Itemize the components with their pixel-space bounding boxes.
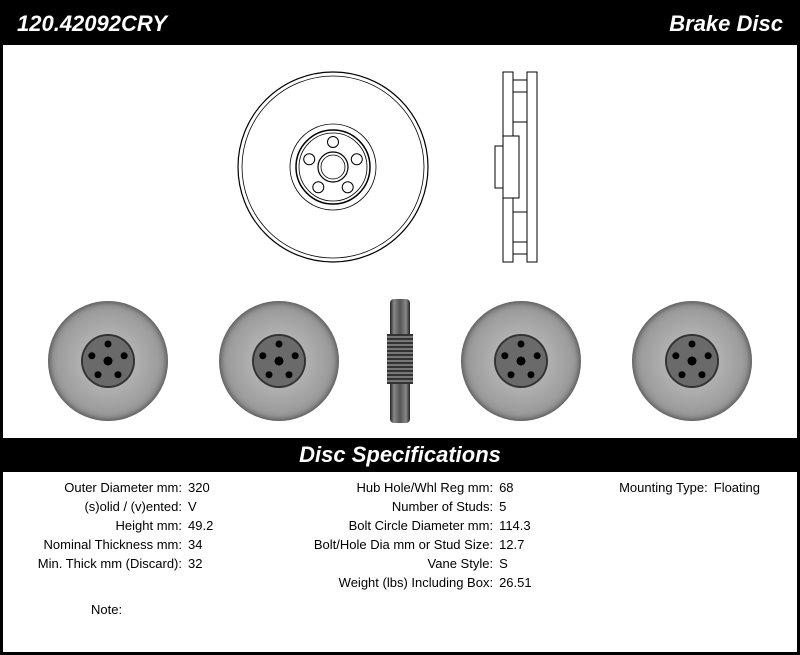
spec-value: 32 — [188, 554, 202, 573]
spec-row: Hub Hole/Whl Reg mm:68 — [256, 478, 559, 497]
spec-banner: Disc Specifications — [3, 438, 797, 472]
spec-label: Mounting Type: — [559, 478, 714, 497]
spec-row: Vane Style:S — [256, 554, 559, 573]
spec-value: 114.3 — [499, 516, 531, 535]
disc-photo-front-2 — [219, 301, 339, 421]
stud-hole — [95, 371, 102, 378]
spec-label: Weight (lbs) Including Box: — [256, 573, 499, 592]
stud-hole — [698, 371, 705, 378]
stud-hole — [704, 352, 711, 359]
spec-row: (s)olid / (v)ented:V — [3, 497, 256, 516]
stud-hole — [672, 352, 679, 359]
stud-hole — [260, 352, 267, 359]
spec-row: Outer Diameter mm:320 — [3, 478, 256, 497]
stud-hole — [105, 340, 112, 347]
stud-hole — [286, 371, 293, 378]
spec-row: Weight (lbs) Including Box:26.51 — [256, 573, 559, 592]
part-number: 120.42092CRY — [17, 11, 167, 37]
disc-photo-front-4 — [632, 301, 752, 421]
spec-row: Bolt/Hole Dia mm or Stud Size:12.7 — [256, 535, 559, 554]
spec-column-3: Mounting Type:Floating — [559, 478, 787, 592]
note-label: Note: — [91, 602, 122, 617]
spec-row: Height mm:49.2 — [3, 516, 256, 535]
spec-value: 49.2 — [188, 516, 213, 535]
stud-hole — [89, 352, 96, 359]
spec-column-2: Hub Hole/Whl Reg mm:68Number of Studs:5B… — [256, 478, 559, 592]
product-type: Brake Disc — [669, 11, 783, 37]
spec-column-1: Outer Diameter mm:320(s)olid / (v)ented:… — [3, 478, 256, 592]
stud-hole — [292, 352, 299, 359]
spec-value: 68 — [499, 478, 513, 497]
spec-row: Bolt Circle Diameter mm:114.3 — [256, 516, 559, 535]
stud-hole — [678, 371, 685, 378]
spec-row: Number of Studs:5 — [256, 497, 559, 516]
spec-columns: Outer Diameter mm:320(s)olid / (v)ented:… — [3, 472, 797, 592]
spec-value: 5 — [499, 497, 506, 516]
technical-diagram-area — [3, 45, 797, 283]
spec-label: Vane Style: — [256, 554, 499, 573]
stud-hole — [517, 340, 524, 347]
stud-hole — [688, 340, 695, 347]
spec-label: Min. Thick mm (Discard): — [3, 554, 188, 573]
product-photo-row — [3, 283, 797, 438]
disc-photo-edge — [390, 299, 410, 423]
spec-value: Floating — [714, 478, 760, 497]
stud-hole — [115, 371, 122, 378]
stud-hole — [266, 371, 273, 378]
stud-hole — [501, 352, 508, 359]
stud-hole — [121, 352, 128, 359]
spec-label: Height mm: — [3, 516, 188, 535]
spec-value: 12.7 — [499, 535, 524, 554]
disc-photo-front-3 — [461, 301, 581, 421]
spec-label: Bolt/Hole Dia mm or Stud Size: — [256, 535, 499, 554]
spec-label: Outer Diameter mm: — [3, 478, 188, 497]
spec-label: Bolt Circle Diameter mm: — [256, 516, 499, 535]
spec-row: Mounting Type:Floating — [559, 478, 787, 497]
stud-hole — [533, 352, 540, 359]
spec-value: 34 — [188, 535, 202, 554]
disc-diagram-svg — [3, 45, 800, 283]
stud-hole — [276, 340, 283, 347]
spec-value: S — [499, 554, 508, 573]
disc-photo-front-1 — [48, 301, 168, 421]
spec-value: 26.51 — [499, 573, 532, 592]
spec-label: Nominal Thickness mm: — [3, 535, 188, 554]
spec-label: Hub Hole/Whl Reg mm: — [256, 478, 499, 497]
header-bar: 120.42092CRY Brake Disc — [3, 3, 797, 45]
spec-value: 320 — [188, 478, 210, 497]
note-row: Note: — [3, 592, 797, 617]
spec-row: Nominal Thickness mm:34 — [3, 535, 256, 554]
spec-label: (s)olid / (v)ented: — [3, 497, 188, 516]
spec-value: V — [188, 497, 197, 516]
stud-hole — [507, 371, 514, 378]
spec-label: Number of Studs: — [256, 497, 499, 516]
stud-hole — [527, 371, 534, 378]
spec-row: Min. Thick mm (Discard):32 — [3, 554, 256, 573]
